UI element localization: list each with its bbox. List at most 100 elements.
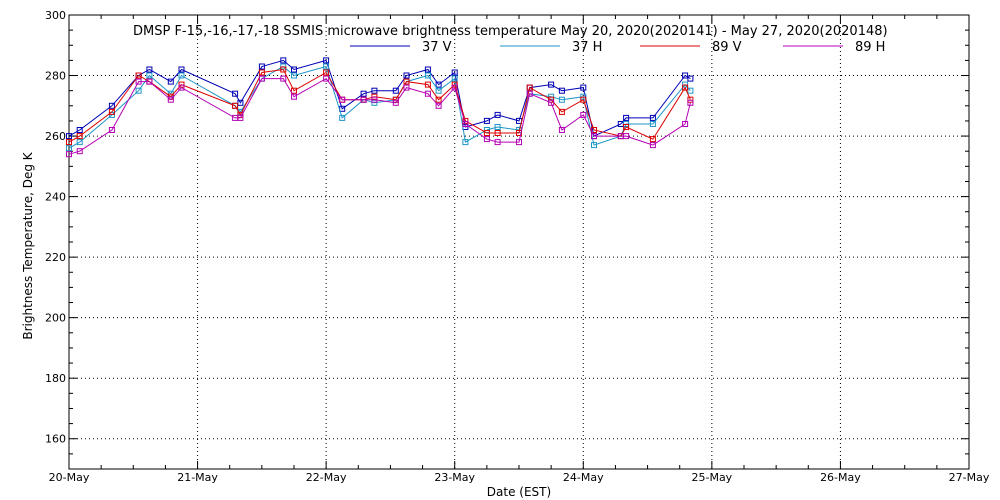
legend-label: 37 H <box>572 40 602 55</box>
data-point <box>682 72 689 79</box>
data-point <box>687 96 694 103</box>
data-point <box>435 87 442 94</box>
x-tick-label: 26-May <box>820 471 861 484</box>
data-point <box>649 142 656 149</box>
data-point <box>167 78 174 85</box>
data-point <box>280 66 287 73</box>
legend-label: 89 H <box>855 40 885 55</box>
data-point <box>232 102 239 109</box>
data-point <box>494 111 501 118</box>
data-point <box>135 87 142 94</box>
data-point <box>424 81 431 88</box>
data-point <box>291 66 297 73</box>
y-tick-label: 260 <box>45 130 66 143</box>
tick-marks <box>68 14 970 470</box>
x-tick-label: 21-May <box>177 471 218 484</box>
data-point <box>623 114 630 121</box>
y-tick-label: 300 <box>45 9 66 22</box>
y-tick-label: 280 <box>45 70 66 83</box>
data-point <box>403 72 410 79</box>
y-tick-label: 200 <box>45 312 66 325</box>
y-tick-label: 180 <box>45 372 66 385</box>
y-tick-label: 160 <box>45 433 66 446</box>
data-point <box>682 121 689 127</box>
data-point <box>516 139 522 146</box>
data-point <box>360 90 367 97</box>
series-line <box>68 68 691 143</box>
x-tick-label: 25-May <box>691 471 732 484</box>
data-point <box>76 139 83 146</box>
data-point <box>548 96 555 103</box>
data-point <box>291 72 297 79</box>
data-point <box>178 84 185 91</box>
data-point <box>682 84 689 91</box>
x-tick-label: 22-May <box>306 471 347 484</box>
data-point <box>558 127 565 133</box>
data-point <box>108 127 115 133</box>
data-point <box>135 72 142 79</box>
data-point <box>135 78 142 85</box>
data-point <box>483 136 490 143</box>
chart-title: DMSP F-15,-16,-17,-18 SSMIS microwave br… <box>133 24 888 39</box>
data-point <box>649 114 656 121</box>
data-point <box>548 99 555 106</box>
data-point <box>558 96 565 103</box>
data-point <box>76 127 83 133</box>
data-point <box>462 139 469 146</box>
data-point <box>76 148 83 155</box>
data-point <box>451 69 458 76</box>
data-point <box>451 75 458 82</box>
data-point <box>76 133 83 140</box>
data-point <box>392 87 399 94</box>
data-point <box>237 114 244 121</box>
data-point <box>108 108 115 115</box>
data-point <box>494 130 501 136</box>
data-point <box>424 66 431 73</box>
data-point <box>323 63 330 70</box>
data-point <box>66 145 72 152</box>
data-point <box>623 133 630 140</box>
data-point <box>591 133 597 140</box>
data-point <box>649 136 656 143</box>
data-point <box>558 108 565 115</box>
data-point <box>435 102 442 109</box>
data-point <box>258 63 265 70</box>
x-tick-label: 23-May <box>434 471 475 484</box>
y-tick-labels: 160 180 200 220 240 260 280 300 <box>45 9 66 446</box>
data-point <box>146 72 153 79</box>
data-point <box>483 117 490 124</box>
data-point <box>339 96 346 103</box>
y-tick-label: 220 <box>45 251 66 264</box>
data-point <box>66 133 72 140</box>
data-point <box>108 102 115 109</box>
x-tick-label: 20-May <box>49 471 90 484</box>
x-tick-label: 24-May <box>563 471 604 484</box>
data-point <box>580 111 587 118</box>
series-line <box>68 59 691 137</box>
data-point <box>323 57 330 64</box>
y-axis-label: Brightness Temperature, Deg K <box>21 151 35 339</box>
data-point <box>167 96 174 103</box>
data-point <box>232 90 239 97</box>
series-line <box>68 77 691 155</box>
data-point <box>591 142 597 149</box>
data-point <box>146 78 153 85</box>
data-point <box>424 90 431 97</box>
data-point <box>580 84 587 91</box>
data-point <box>403 84 410 91</box>
data-point <box>66 139 72 146</box>
data-point <box>392 99 399 106</box>
data-point <box>360 96 367 103</box>
data-point <box>687 87 694 94</box>
data-point <box>371 96 378 103</box>
series-4 <box>66 75 694 158</box>
data-point <box>494 124 501 130</box>
data-point <box>146 66 153 73</box>
data-point <box>258 69 265 76</box>
x-tick-label: 27-May <box>949 471 990 484</box>
data-point <box>280 57 287 64</box>
data-point <box>451 84 458 91</box>
data-point <box>339 114 346 121</box>
